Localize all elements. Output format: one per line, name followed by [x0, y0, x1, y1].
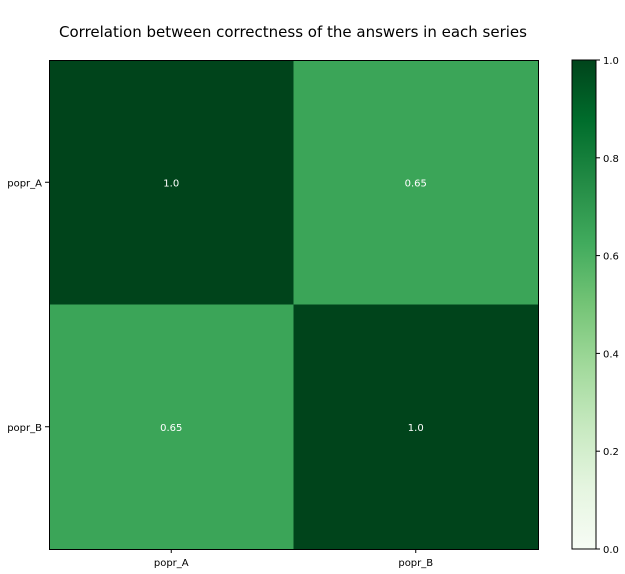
heatmap-cell-popr_B-popr_A — [49, 304, 294, 550]
colorbar-gradient — [571, 59, 597, 550]
colorbar-tick-label: 0.8 — [603, 154, 619, 165]
heatmap-cell-labels: 1.0 0.65 0.65 1.0 — [160, 178, 427, 434]
y-tick-label: popr_A — [7, 178, 42, 189]
heatmap-cell-popr_A-popr_A — [49, 60, 294, 305]
heatmap-cell-popr_B-popr_B — [293, 304, 539, 550]
colorbar-tick-label: 0.4 — [603, 349, 619, 360]
x-axis: popr_A popr_B — [154, 549, 433, 569]
colorbar-tick-label: 0.2 — [603, 447, 619, 458]
y-tick-label: popr_B — [7, 423, 42, 434]
cell-value-label: 1.0 — [163, 178, 179, 189]
x-tick-label: popr_A — [154, 558, 189, 569]
colorbar-tick-label: 0.0 — [603, 545, 619, 556]
plot-frame — [49, 60, 539, 550]
colorbar: 0.0 0.2 0.4 0.6 0.8 1.0 — [571, 56, 619, 556]
colorbar-tick-label: 1.0 — [603, 56, 619, 67]
cell-value-label: 0.65 — [405, 178, 427, 189]
cell-value-label: 1.0 — [408, 423, 424, 434]
cell-value-label: 0.65 — [160, 423, 182, 434]
x-tick-label: popr_B — [398, 558, 433, 569]
chart-title: Correlation between correctness of the a… — [59, 23, 527, 41]
heatmap-cell-popr_A-popr_B — [293, 60, 539, 305]
y-axis: popr_A popr_B — [7, 178, 49, 434]
colorbar-tick-label: 0.6 — [603, 252, 619, 263]
heatmap-cells — [49, 60, 539, 550]
